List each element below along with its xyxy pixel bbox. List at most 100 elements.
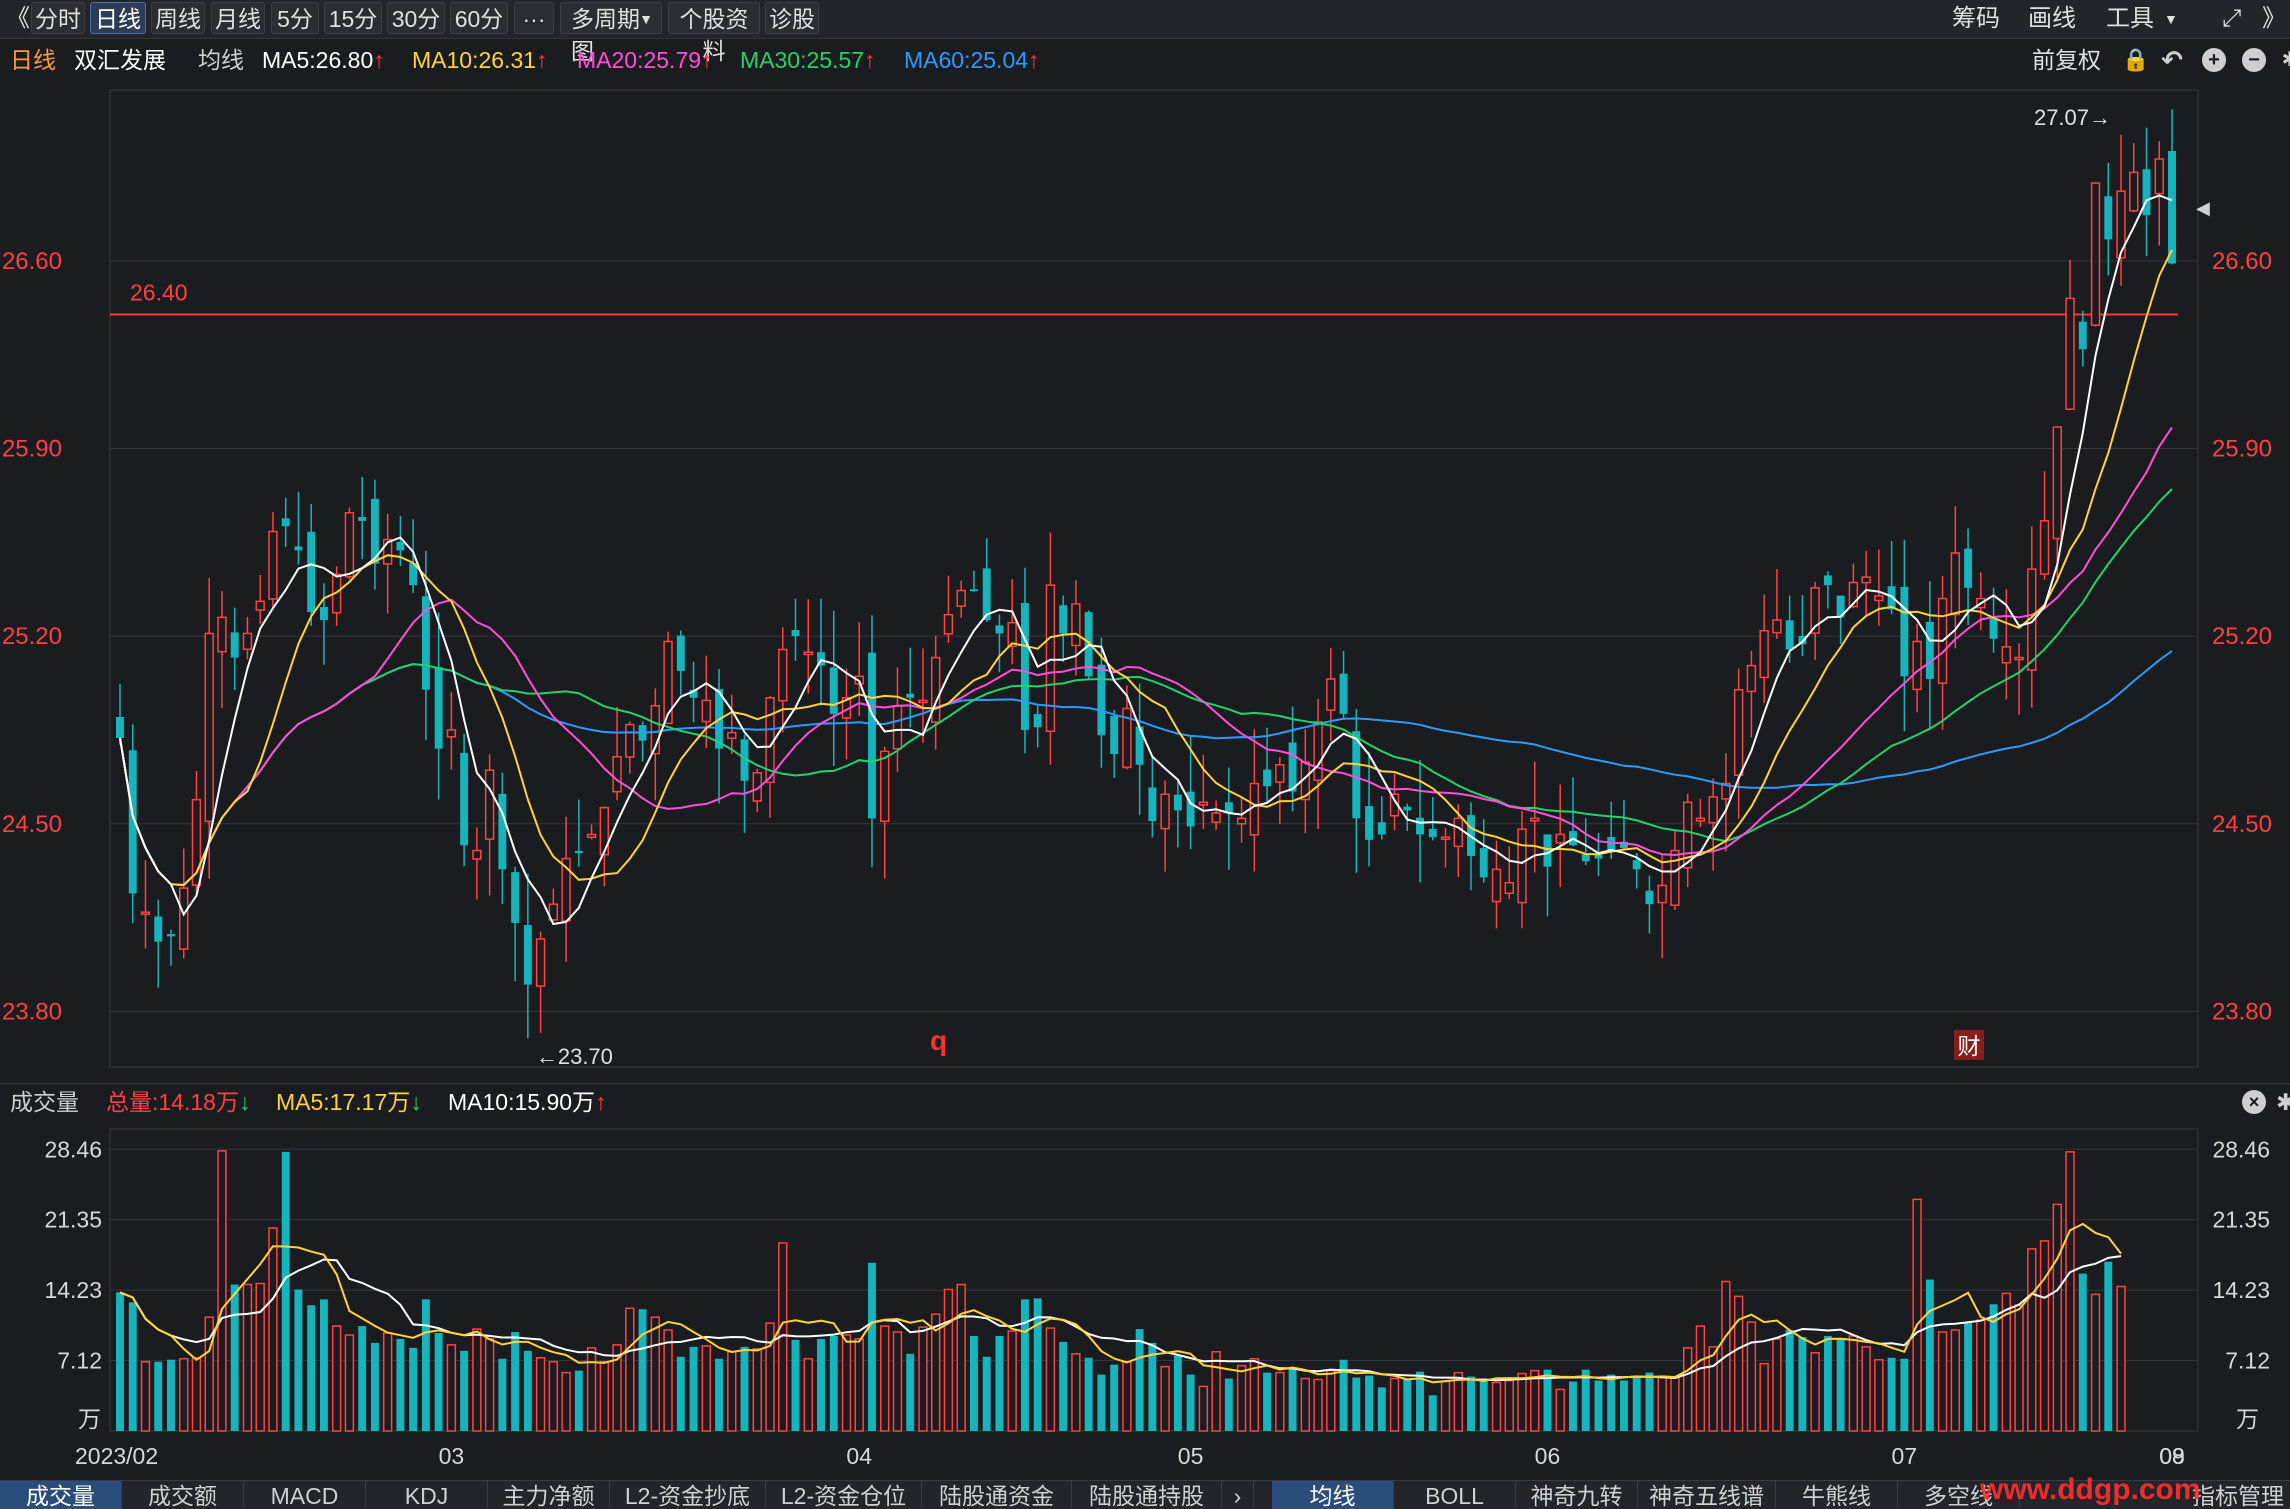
tab-northbound-holdings[interactable]: 陆股通持股 — [1072, 1481, 1222, 1509]
tab-l2-position[interactable]: L2-资金仓位 — [766, 1481, 922, 1509]
volume-bar — [1288, 1367, 1297, 1431]
candle-body — [1874, 595, 1884, 602]
tab-boll[interactable]: BOLL — [1394, 1481, 1516, 1509]
volume-tick-left: 28.46 — [44, 1136, 102, 1162]
volume-bar — [523, 1350, 532, 1431]
volume-bar — [1887, 1357, 1896, 1431]
undo-icon[interactable]: ↶ — [2161, 45, 2183, 75]
tab-yuexian[interactable]: 月线 — [211, 2, 265, 34]
volume-bar — [943, 1288, 954, 1432]
candle-body — [498, 793, 507, 870]
volume-bar — [1173, 1355, 1182, 1431]
candle-body — [1555, 833, 1565, 844]
candle-body — [523, 925, 532, 985]
close-volume-icon[interactable]: × — [2242, 1090, 2266, 1114]
tab-fenshi[interactable]: 分时 — [31, 2, 85, 34]
volume-bar — [969, 1335, 978, 1431]
volume-unit-left: 万 — [78, 1406, 101, 1432]
tab-30min[interactable]: 30分 — [387, 2, 445, 34]
forward-icon[interactable]: 》 — [2262, 5, 2286, 32]
tab-5min[interactable]: 5分 — [271, 2, 319, 34]
volume-bar — [484, 1338, 495, 1432]
volume-bar — [625, 1307, 635, 1432]
volume-bar — [956, 1283, 966, 1432]
diagnose-button[interactable]: 诊股 — [765, 2, 819, 34]
ma10-label: MA10:26.31↑ — [412, 47, 548, 73]
candle-body — [791, 629, 800, 637]
volume-bar — [307, 1305, 316, 1431]
candle-body — [204, 632, 214, 823]
tab-northbound-funds[interactable]: 陆股通资金 — [922, 1481, 1072, 1509]
tab-turnover[interactable]: 成交额 — [122, 1481, 244, 1509]
tab-macd[interactable]: MACD — [244, 1481, 366, 1509]
candle-body — [281, 518, 290, 527]
stock-name: 双汇发展 — [74, 47, 166, 73]
volume-bar — [1326, 1369, 1336, 1432]
volume-chart[interactable]: 28.46 28.46 21.35 21.35 14.23 14.23 7.12 7.12 万 万… — [0, 1119, 2290, 1480]
volume-settings-icon[interactable]: ✱ — [2276, 1089, 2290, 1115]
tools-menu[interactable]: 工具 — [2106, 5, 2154, 32]
volume-bar — [281, 1151, 290, 1431]
candle-body — [969, 589, 978, 592]
fullscreen-icon[interactable]: ⤢ — [2222, 5, 2242, 32]
tab-zhouxian[interactable]: 周线 — [151, 2, 205, 34]
draw-line-button[interactable]: 画线 — [2028, 5, 2076, 32]
volume-unit-right: 万 — [2236, 1406, 2259, 1432]
volume-bar — [1670, 1376, 1680, 1432]
lock-icon[interactable]: 🔒 — [2122, 47, 2150, 72]
volume-bar — [1964, 1323, 1973, 1431]
volume-bar — [676, 1356, 685, 1431]
candle-body — [1352, 731, 1361, 819]
candle-body — [1695, 817, 1706, 822]
candle-body — [906, 693, 915, 698]
volume-bar — [1708, 1346, 1718, 1432]
tab-bull-bear[interactable]: 牛熊线 — [1776, 1481, 1898, 1509]
settings-icon[interactable]: ✱ — [2281, 49, 2290, 71]
tab-volume[interactable]: 成交量 — [0, 1481, 122, 1509]
zoom-in-icon[interactable]: + — [2202, 48, 2226, 72]
indicator-label[interactable]: 均线 — [198, 47, 244, 73]
volume-bar — [1504, 1379, 1514, 1432]
candle-body — [1236, 817, 1247, 825]
chouma-button[interactable]: 筹码 — [1952, 5, 2000, 32]
zoom-out-icon[interactable]: − — [2242, 48, 2266, 72]
price-tick-left: 25.20 — [2, 623, 62, 650]
tab-long-short[interactable]: 多空线 — [1898, 1481, 2020, 1509]
tab-15min[interactable]: 15分 — [324, 2, 382, 34]
candle-body — [409, 563, 418, 586]
fuquan-toggle[interactable]: 前复权 — [2032, 47, 2101, 73]
volume-bar — [1569, 1381, 1577, 1431]
volume-bar — [140, 1360, 151, 1432]
candle-body — [1708, 796, 1718, 824]
tab-ma[interactable]: 均线 — [1272, 1481, 1394, 1509]
volume-bar — [1198, 1385, 1209, 1432]
indicator-manage-button[interactable]: 指标管理 — [2192, 1483, 2284, 1509]
tab-60min[interactable]: 60分 — [450, 2, 508, 34]
volume-bar — [715, 1358, 723, 1431]
chevron-right-icon[interactable]: › — [1222, 1481, 1254, 1509]
tab-l2-bottom[interactable]: L2-资金抄底 — [610, 1481, 766, 1509]
candle-body — [625, 723, 635, 758]
candle-body — [2065, 297, 2075, 410]
candle-body — [230, 632, 239, 658]
volume-bar — [2065, 1151, 2075, 1432]
tab-rixian[interactable]: 日线 — [90, 2, 146, 34]
tab-five-lines[interactable]: 神奇五线谱 — [1638, 1481, 1776, 1509]
tab-td9[interactable]: 神奇九转 — [1516, 1481, 1638, 1509]
candle-body — [1313, 721, 1323, 781]
volume-bar — [1555, 1388, 1565, 1432]
candle-body — [1186, 791, 1195, 827]
candle-body — [1810, 587, 1820, 634]
volume-ma10-line — [119, 1255, 2122, 1382]
tab-main-net[interactable]: 主力净额 — [488, 1481, 610, 1509]
stock-profile-button[interactable]: 个股资料 — [668, 2, 760, 64]
volume-bar — [829, 1335, 838, 1431]
volume-bar — [1249, 1357, 1260, 1432]
candle-body — [892, 705, 903, 750]
price-chart[interactable]: 26.60 26.60 25.90 25.90 25.20 25.20 24.50 24.50… — [0, 80, 2290, 1080]
more-icon[interactable]: ··· — [514, 2, 554, 34]
tab-kdj[interactable]: KDJ — [366, 1481, 488, 1509]
back-icon[interactable]: 《 — [6, 5, 30, 32]
multi-period-dropdown[interactable]: 多周期图 ▼ — [560, 2, 662, 64]
candle-body — [1339, 673, 1348, 714]
